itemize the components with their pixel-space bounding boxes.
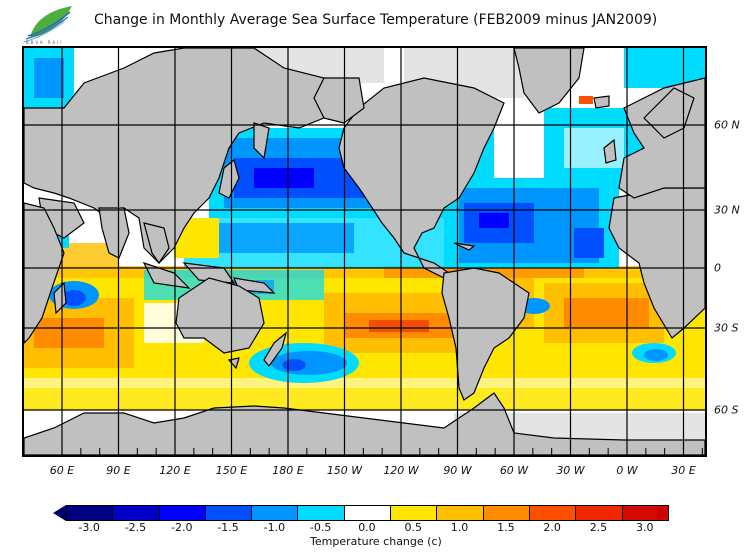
graticule (24, 48, 705, 455)
longitude-label: 150 E (215, 464, 248, 477)
colorbar-segment (205, 505, 253, 521)
colorbar-over-arrow (657, 505, 669, 521)
latitude-label: 30 S (714, 321, 739, 335)
longitude-label: 0 W (616, 464, 638, 477)
colorbar-tick-label: -2.5 (124, 521, 147, 534)
longitude-label: 30 W (556, 464, 585, 477)
longitude-label: 90 W (443, 464, 472, 477)
colorbar-tick-label: -2.0 (171, 521, 193, 534)
colorbar-under-arrow (53, 505, 66, 521)
colorbar-segment (66, 505, 114, 521)
colorbar-segment (298, 505, 345, 521)
land (24, 48, 705, 455)
colorbar-segment (252, 505, 299, 521)
colorbar-tick-label: 2.0 (543, 521, 561, 534)
latitude-label: 60 S (714, 403, 739, 417)
colorbar-tick-label: 3.0 (636, 521, 654, 534)
colorbar-tick-label: 1.0 (450, 521, 469, 534)
longitude-label: 120 W (383, 464, 419, 477)
colorbar-segment (344, 505, 392, 521)
latitude-label: 30 N (714, 203, 740, 217)
latitude-label: 0 (714, 261, 721, 275)
colorbar-label: Temperature change (c) (310, 535, 442, 548)
colorbar-tick-label: 1.5 (497, 521, 515, 534)
chart-title: Change in Monthly Average Sea Surface Te… (94, 12, 658, 28)
colorbar-segment (576, 505, 623, 521)
colorbar-segment (437, 505, 484, 521)
colorbar-tick-label: 2.5 (589, 521, 608, 534)
colorbar (66, 505, 669, 521)
colorbar-tick-label: -1.5 (217, 521, 239, 534)
sst-anomaly-map (22, 46, 707, 457)
colorbar-segment (113, 505, 160, 521)
longitude-label: 30 E (671, 464, 696, 477)
colorbar-tick-label: 0.5 (404, 521, 423, 534)
colorbar-tick-label: 0.0 (358, 521, 376, 534)
longitude-label: 60 W (499, 464, 529, 477)
colorbar-segment (529, 505, 577, 521)
logo-text: BBVA RAII (26, 40, 64, 45)
colorbar-tick-label: -3.0 (78, 521, 100, 534)
longitude-label: 150 W (326, 464, 363, 477)
colorbar-tick-label: -0.5 (309, 521, 332, 534)
colorbar-segment (159, 505, 206, 521)
colorbar-segment (391, 505, 438, 521)
longitude-label: 180 E (272, 464, 304, 477)
longitude-label: 120 E (159, 464, 191, 477)
leaf-wave-logo-icon: BBVA RAII (20, 2, 76, 48)
colorbar-tick-label: -1.0 (263, 521, 286, 534)
anomaly-fields (24, 48, 705, 455)
colorbar-segment (483, 505, 530, 521)
latitude-label: 60 N (714, 118, 740, 132)
longitude-label: 60 E (49, 464, 75, 477)
longitude-label: 90 E (106, 464, 131, 477)
